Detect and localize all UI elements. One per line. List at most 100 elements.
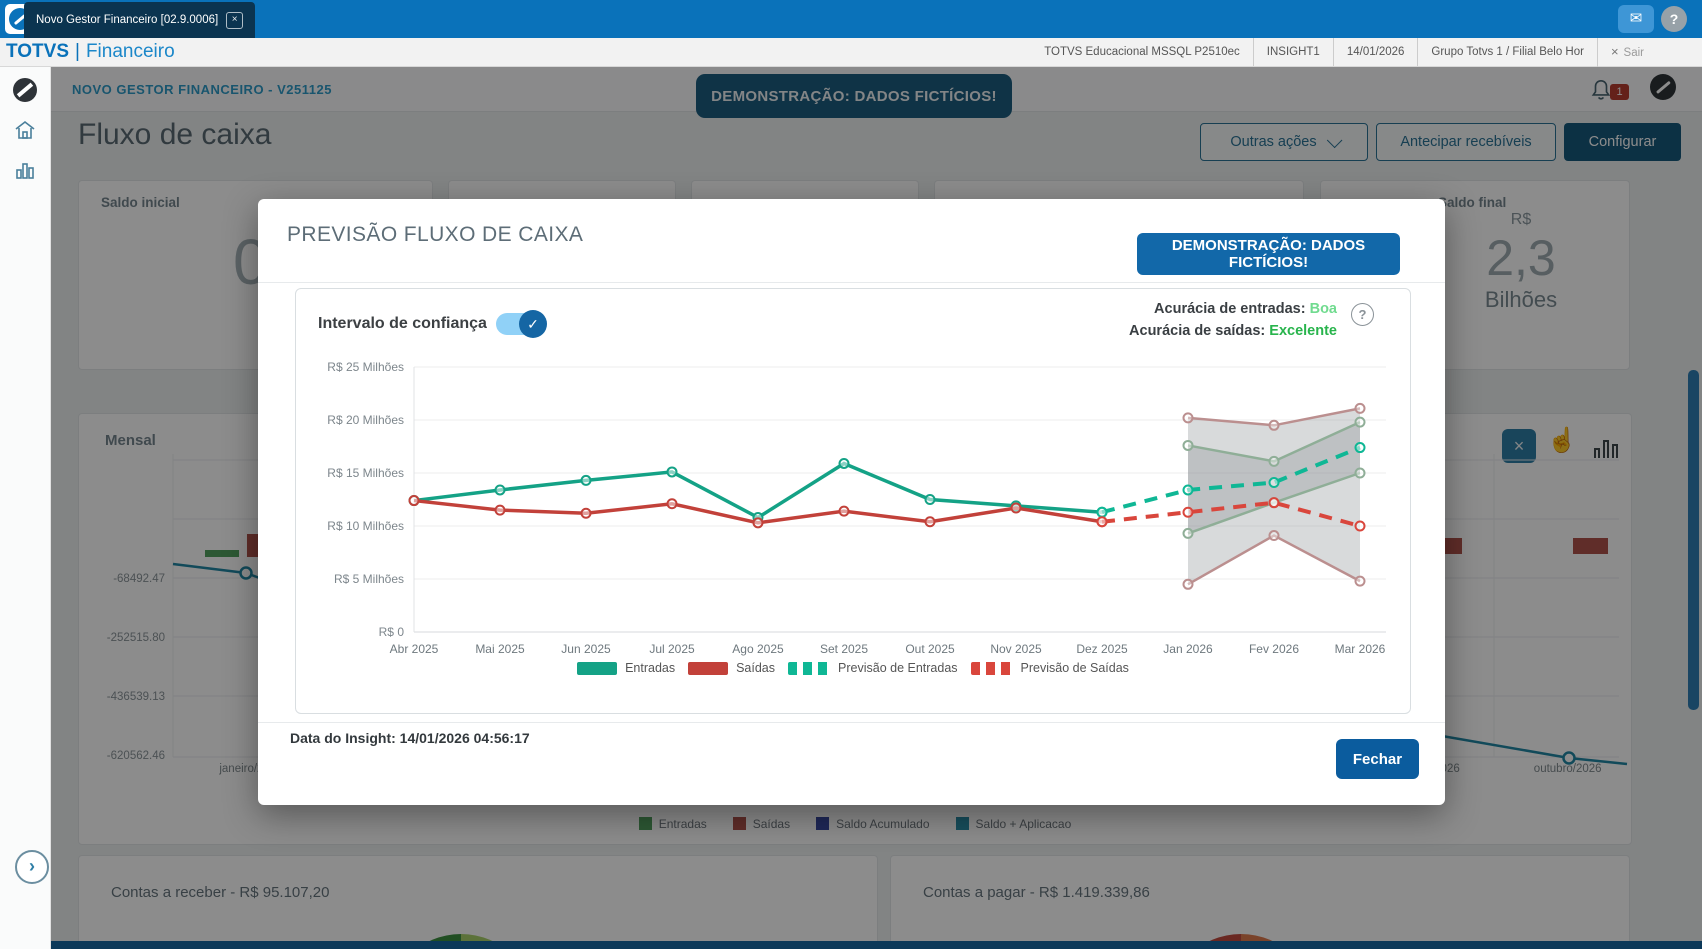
- y-tick-label: R$ 20 Milhões: [327, 413, 404, 427]
- hand-pointer-icon[interactable]: ☝: [1547, 427, 1577, 454]
- legend-item[interactable]: Saídas: [688, 661, 775, 675]
- band-marker: [1182, 439, 1194, 451]
- band-edge: [1187, 534, 1361, 586]
- mensal-title: Mensal: [105, 432, 156, 449]
- y-tick-label: R$ 25 Milhões: [327, 360, 404, 374]
- env-label: TOTVS Educacional MSSQL P2510ec: [1044, 46, 1240, 58]
- forecast-line-chart[interactable]: R$ 25 Milhões R$ 20 Milhões R$ 15 Milhões R…: [296, 289, 1410, 713]
- company-label: Grupo Totvs 1 / Filial Belo Hor: [1417, 38, 1597, 66]
- x-tick-label: Mar 2026: [1335, 642, 1386, 656]
- mensal-bar: [205, 550, 239, 557]
- anticipate-receivables-button[interactable]: Antecipar recebíveis: [1376, 123, 1556, 161]
- close-icon: ×: [1610, 43, 1619, 59]
- brand-separator: |: [75, 41, 80, 62]
- confidence-toggle[interactable]: ✓: [496, 310, 547, 338]
- point-marker: [752, 517, 764, 529]
- point-marker: [1268, 477, 1280, 489]
- point-marker: [1010, 502, 1022, 514]
- x-tick-label: Ago 2025: [732, 642, 784, 656]
- band-marker: [1182, 412, 1194, 424]
- app-header-title: NOVO GESTOR FINANCEIRO - V251125: [72, 82, 332, 97]
- point-marker: [1354, 442, 1366, 454]
- mensal-close-button[interactable]: ×: [1502, 429, 1536, 463]
- close-modal-button[interactable]: Fechar: [1336, 739, 1419, 779]
- totvs-menu-icon[interactable]: [11, 76, 39, 104]
- totvs-swirl-icon[interactable]: [1650, 74, 1676, 100]
- card-label: Saldo final: [1438, 195, 1507, 210]
- legend-label: Previsão de Saídas: [1020, 661, 1129, 675]
- help-button[interactable]: ?: [1661, 6, 1687, 32]
- x-tick-label: Nov 2025: [990, 642, 1042, 656]
- saldo-final-value-block: R$ 2,3 Bilhões: [1441, 211, 1601, 313]
- brand-product: Financeiro: [85, 41, 175, 62]
- band-marker: [1182, 527, 1194, 539]
- mensal-bar: [247, 534, 259, 557]
- legend-label: Saldo Acumulado: [836, 817, 930, 831]
- y-tick-label: R$ 10 Milhões: [327, 519, 404, 533]
- confidence-toggle-label: Intervalo de confiança: [318, 315, 487, 332]
- vertical-scrollbar-thumb[interactable]: [1688, 370, 1699, 710]
- other-actions-button[interactable]: Outras ações: [1200, 123, 1368, 161]
- legend-label: Entradas: [658, 817, 707, 831]
- band-edge: [1187, 407, 1361, 427]
- point-marker: [1354, 520, 1366, 532]
- legend-item[interactable]: Previsão de Entradas: [788, 661, 958, 675]
- mensal-y-label: -68492.47: [113, 573, 165, 585]
- contas-pagar-title: Contas a pagar - R$ 1.419.339,86: [923, 884, 1150, 901]
- mensal-legend-item[interactable]: Saldo + Aplicacao: [955, 817, 1072, 831]
- tab-close-icon[interactable]: ×: [226, 11, 244, 29]
- navbar-context: TOTVS Educacional MSSQL P2510ec INSIGHT1…: [1031, 37, 1702, 67]
- x-tick-label: Abr 2025: [390, 642, 439, 656]
- band-marker: [1354, 402, 1366, 414]
- app-tab[interactable]: Novo Gestor Financeiro [02.9.0006] ×: [24, 2, 256, 38]
- demo-data-badge: DEMONSTRAÇÃO: DADOS FICTÍCIOS!: [696, 74, 1012, 118]
- envelope-icon: ✉: [1629, 10, 1643, 27]
- legend-swatch: [732, 817, 746, 830]
- mail-button[interactable]: ✉: [1618, 5, 1654, 33]
- legend-label: Saldo + Aplicacao: [975, 817, 1072, 831]
- point-marker: [666, 466, 678, 478]
- home-icon[interactable]: [13, 118, 37, 142]
- accuracy-out-value: Excelente: [1269, 323, 1337, 339]
- legend-label: Entradas: [625, 661, 676, 675]
- accuracy-help-icon[interactable]: ?: [1351, 303, 1374, 326]
- legend-swatch: [970, 661, 1013, 675]
- point-marker: [494, 484, 506, 496]
- point-marker: [1182, 484, 1194, 496]
- point-marker: [838, 457, 850, 469]
- brand-totvs: TOTVS: [6, 41, 69, 62]
- mensal-point: [1562, 751, 1576, 765]
- forecast-chart-panel: Intervalo de confiança ✓ Acurácia de ent…: [295, 288, 1411, 714]
- legend-swatch: [788, 661, 831, 675]
- forecast-chart-legend: Entradas Saídas Previsão de Entradas Previs…: [296, 661, 1410, 675]
- legend-label: Saídas: [752, 817, 791, 831]
- mensal-bar: [1444, 538, 1462, 554]
- band-marker: [1354, 416, 1366, 428]
- legend-item[interactable]: Previsão de Saídas: [970, 661, 1129, 675]
- divider: [258, 722, 1445, 723]
- configure-button[interactable]: Configurar: [1564, 123, 1681, 161]
- modal-demo-button[interactable]: DEMONSTRAÇÃO: DADOS FICTÍCIOS!: [1137, 233, 1400, 275]
- mensal-legend-item[interactable]: Saldo Acumulado: [816, 817, 930, 831]
- mensal-legend-item[interactable]: Entradas: [638, 817, 707, 831]
- sidebar: [0, 66, 51, 949]
- mensal-legend-item[interactable]: Saídas: [732, 817, 791, 831]
- logout-link[interactable]: × Sair: [1596, 37, 1657, 67]
- bar-chart-icon[interactable]: [1594, 434, 1620, 458]
- bell-icon[interactable]: [1590, 78, 1612, 102]
- point-marker: [580, 507, 592, 519]
- x-tick-label: Set 2025: [820, 642, 868, 656]
- legend-item[interactable]: Entradas: [577, 661, 675, 675]
- sidebar-expand-button[interactable]: ›: [15, 850, 49, 884]
- user-label: INSIGHT1: [1252, 38, 1333, 66]
- top-navbar: TOTVS | Financeiro TOTVS Educacional MSS…: [0, 37, 1702, 67]
- band-marker: [1354, 575, 1366, 587]
- mensal-bar: [1573, 538, 1608, 554]
- legend-label: Saídas: [736, 661, 776, 675]
- x-tick-label: Jun 2025: [561, 642, 611, 656]
- legend-swatch: [955, 817, 969, 830]
- bottom-scrollbar[interactable]: [50, 941, 1702, 949]
- currency-label: R$: [1510, 211, 1532, 228]
- chart-icon[interactable]: [13, 158, 37, 182]
- forecast-modal: PREVISÃO FLUXO DE CAIXA DEMONSTRAÇÃO: DA…: [258, 199, 1445, 805]
